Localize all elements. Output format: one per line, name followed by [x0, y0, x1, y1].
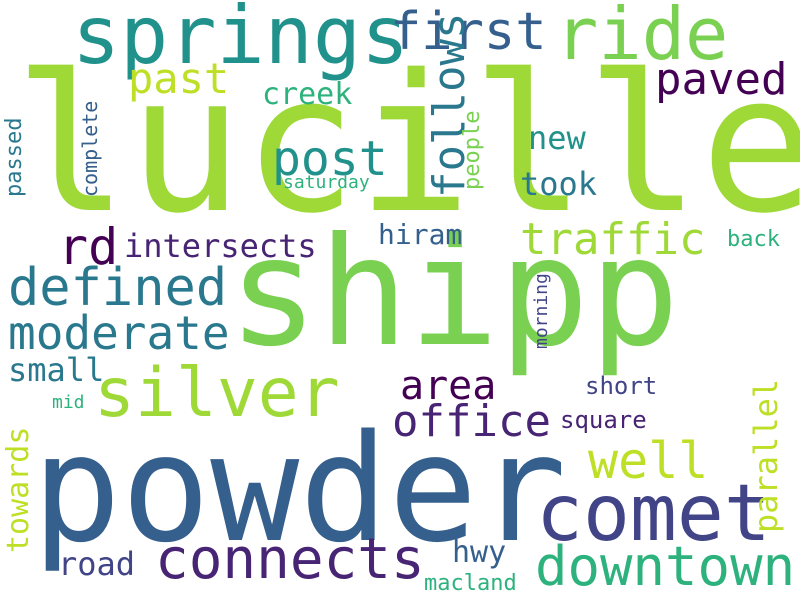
- word-moderate: moderate: [8, 306, 230, 360]
- word-back: back: [727, 227, 780, 252]
- word-paved: paved: [655, 54, 788, 105]
- word-comet: comet: [536, 469, 771, 559]
- word-hwy: hwy: [452, 535, 507, 570]
- word-intersects: intersects: [124, 227, 317, 265]
- word-new: new: [528, 119, 586, 157]
- word-road: road: [58, 545, 136, 583]
- word-shipp: shipp: [228, 206, 680, 380]
- word-creek: creek: [262, 77, 353, 112]
- word-took: took: [520, 165, 598, 203]
- word-office: office: [392, 396, 551, 447]
- word-towards: towards: [1, 426, 36, 553]
- word-well: well: [588, 432, 709, 490]
- word-first: first: [390, 2, 547, 62]
- word-passed: passed: [2, 117, 27, 197]
- word-silver: silver: [94, 354, 340, 433]
- word-parallel: parallel: [747, 378, 785, 533]
- word-mid: mid: [52, 392, 85, 413]
- word-macland: macland: [424, 571, 517, 596]
- word-people: people: [460, 110, 485, 190]
- word-saturday: saturday: [283, 172, 370, 193]
- word-powder: powder: [32, 403, 567, 575]
- word-downtown: downtown: [535, 535, 796, 598]
- word-area: area: [400, 363, 497, 409]
- word-ride: ride: [555, 0, 729, 76]
- word-connects: connects: [155, 527, 425, 592]
- word-complete: complete: [78, 100, 102, 197]
- word-post: post: [272, 131, 388, 187]
- word-short: short: [585, 372, 658, 400]
- word-small: small: [8, 351, 105, 389]
- word-springs: springs: [72, 0, 410, 82]
- word-square: square: [560, 406, 647, 434]
- word-morning: morning: [531, 273, 552, 349]
- word-defined: defined: [8, 258, 228, 318]
- word-past: past: [128, 54, 230, 103]
- word-traffic: traffic: [520, 214, 706, 265]
- word-hiram: hiram: [378, 218, 463, 251]
- word-rd: rd: [58, 218, 119, 276]
- word-lucille: lucille: [14, 34, 800, 255]
